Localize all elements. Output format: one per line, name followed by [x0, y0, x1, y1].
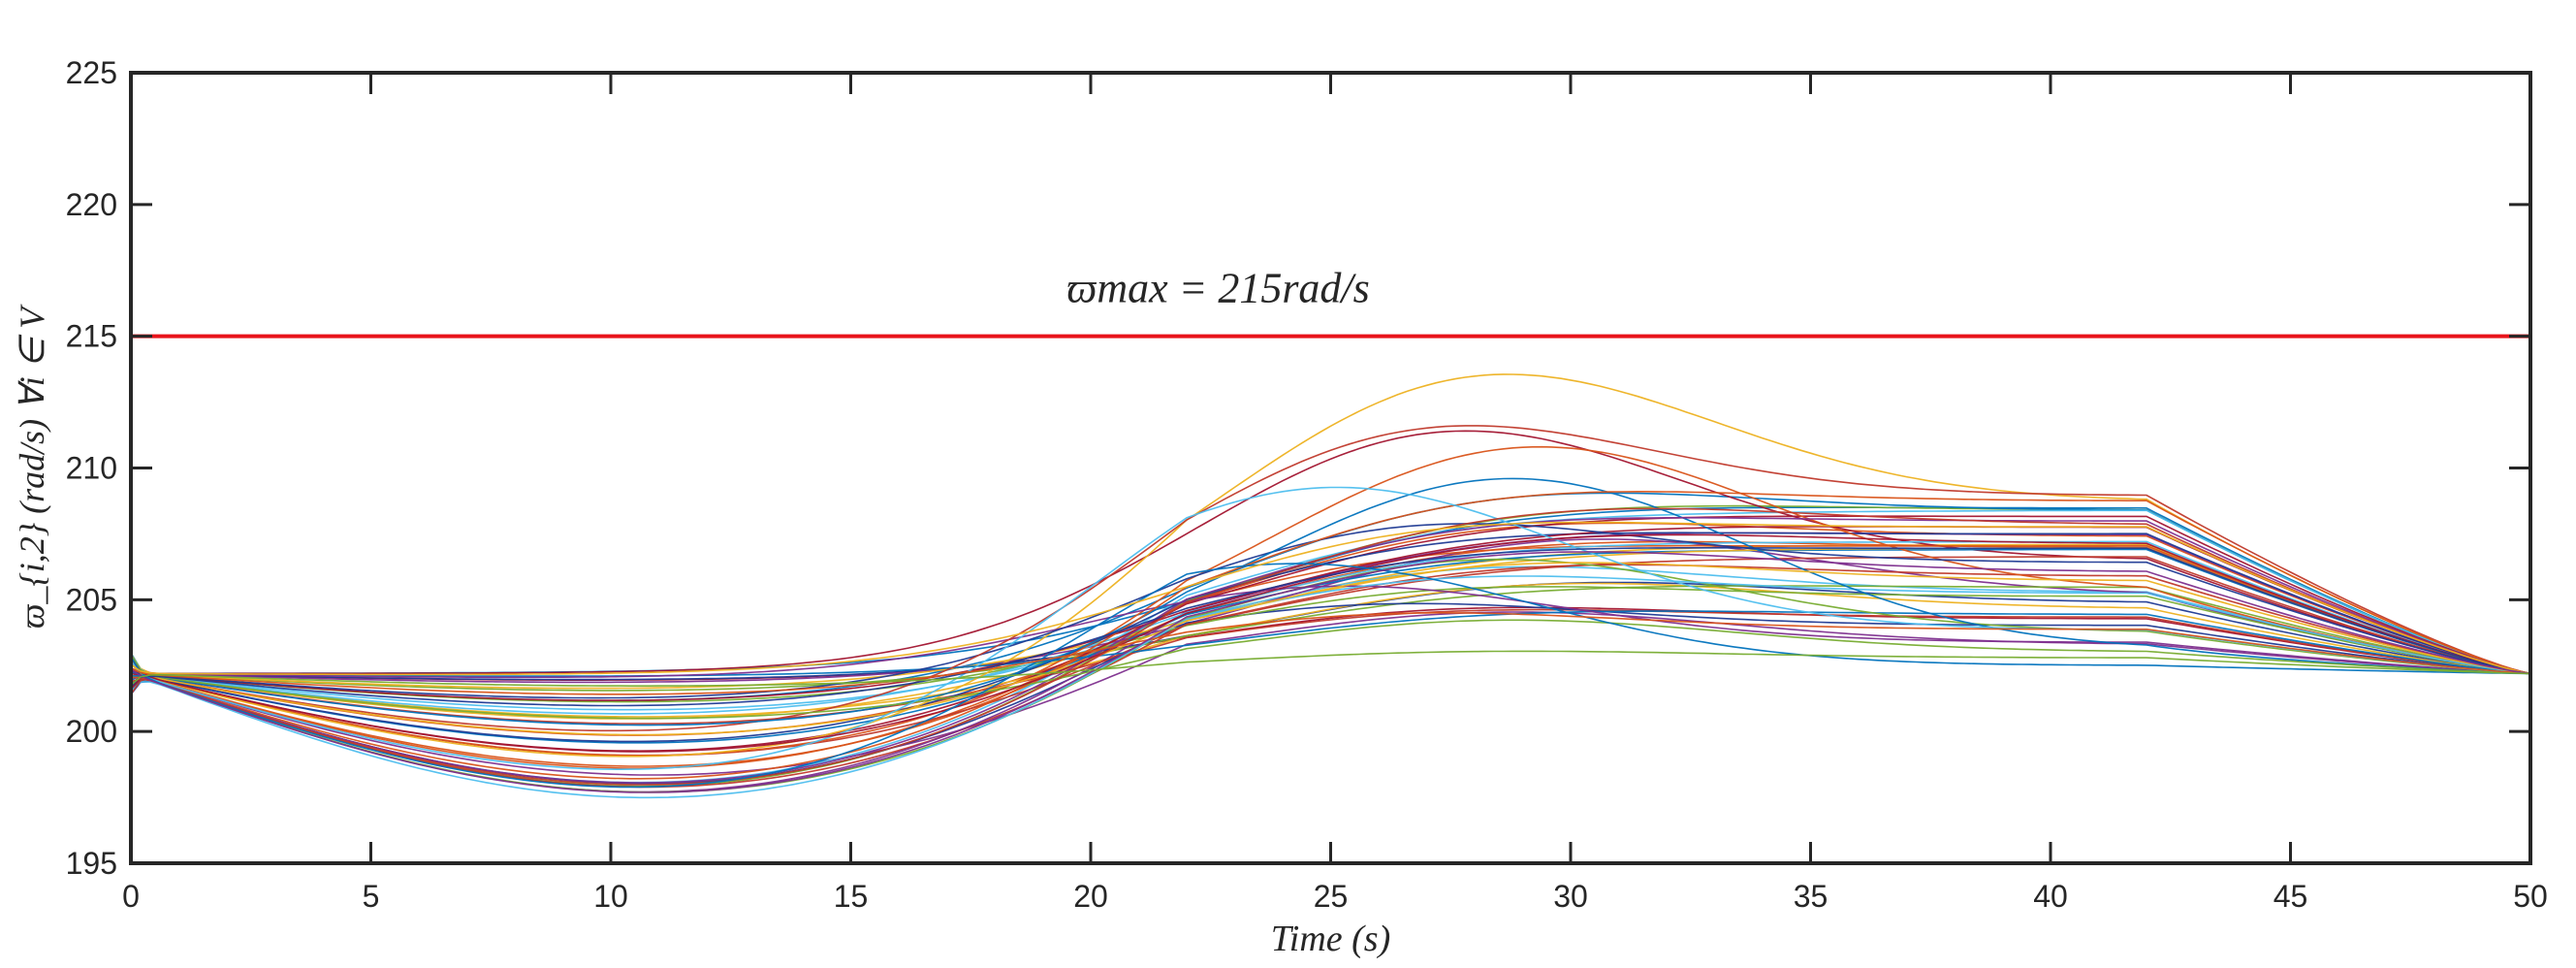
series-line	[130, 562, 2531, 736]
series-line	[130, 538, 2531, 684]
y-tick-label: 225	[66, 55, 117, 90]
series-line	[130, 650, 2531, 687]
axis-ticks	[129, 71, 2532, 865]
series-line	[130, 619, 2531, 720]
x-tick-label: 15	[834, 879, 869, 914]
series-line	[130, 548, 2531, 744]
x-tick-label: 25	[1314, 879, 1349, 914]
y-tick-label: 205	[66, 582, 117, 617]
x-tick-label: 0	[122, 879, 140, 914]
x-axis-label: Time (s)	[1271, 919, 1391, 959]
series-line	[130, 523, 2531, 699]
series-line	[130, 544, 2531, 769]
series-line	[130, 610, 2531, 686]
series-line	[130, 445, 2531, 757]
series-line	[130, 540, 2531, 715]
y-tick-label: 215	[66, 319, 117, 354]
x-tick-label: 35	[1794, 879, 1829, 914]
series-line	[130, 551, 2531, 793]
series-line	[130, 585, 2531, 692]
plot-area-frame	[129, 71, 2532, 865]
series-line	[130, 611, 2531, 776]
series-line	[130, 373, 2531, 758]
x-tick-label: 40	[2033, 879, 2068, 914]
x-tick-label: 50	[2513, 879, 2548, 914]
series-line	[130, 491, 2531, 780]
axis-tick-labels: 0 5 10 15 20 25 30 35 40 45 50 195 200 205 210 215 220 22…	[66, 55, 2548, 914]
series-line	[130, 522, 2531, 767]
x-tick-label: 20	[1073, 879, 1108, 914]
series-line	[130, 532, 2531, 793]
y-tick-label: 210	[66, 451, 117, 486]
series-line	[130, 563, 2531, 789]
y-tick-label: 200	[66, 714, 117, 749]
x-tick-label: 5	[363, 879, 380, 914]
series-line	[130, 585, 2531, 679]
x-tick-label: 45	[2274, 879, 2308, 914]
reference-line-label: ϖmax = 215rad/s	[1066, 265, 1370, 312]
x-tick-label: 10	[593, 879, 628, 914]
series-line	[130, 521, 2531, 676]
y-tick-label: 195	[66, 846, 117, 881]
series-line	[130, 556, 2531, 789]
series-line	[130, 586, 2531, 703]
series-layer	[130, 373, 2531, 799]
series-line	[130, 575, 2531, 799]
series-line	[130, 430, 2531, 686]
series-line	[130, 507, 2531, 786]
y-axis-label: ϖ_{i,2} (rad/s) ∀i ∈ V	[13, 304, 51, 629]
series-line	[130, 547, 2531, 707]
series-line	[130, 532, 2531, 743]
series-line	[130, 608, 2531, 725]
series-line	[130, 477, 2531, 726]
y-tick-label: 220	[66, 187, 117, 222]
x-tick-label: 30	[1553, 879, 1588, 914]
series-line	[130, 582, 2531, 718]
series-line	[130, 612, 2531, 695]
series-line	[130, 425, 2531, 732]
